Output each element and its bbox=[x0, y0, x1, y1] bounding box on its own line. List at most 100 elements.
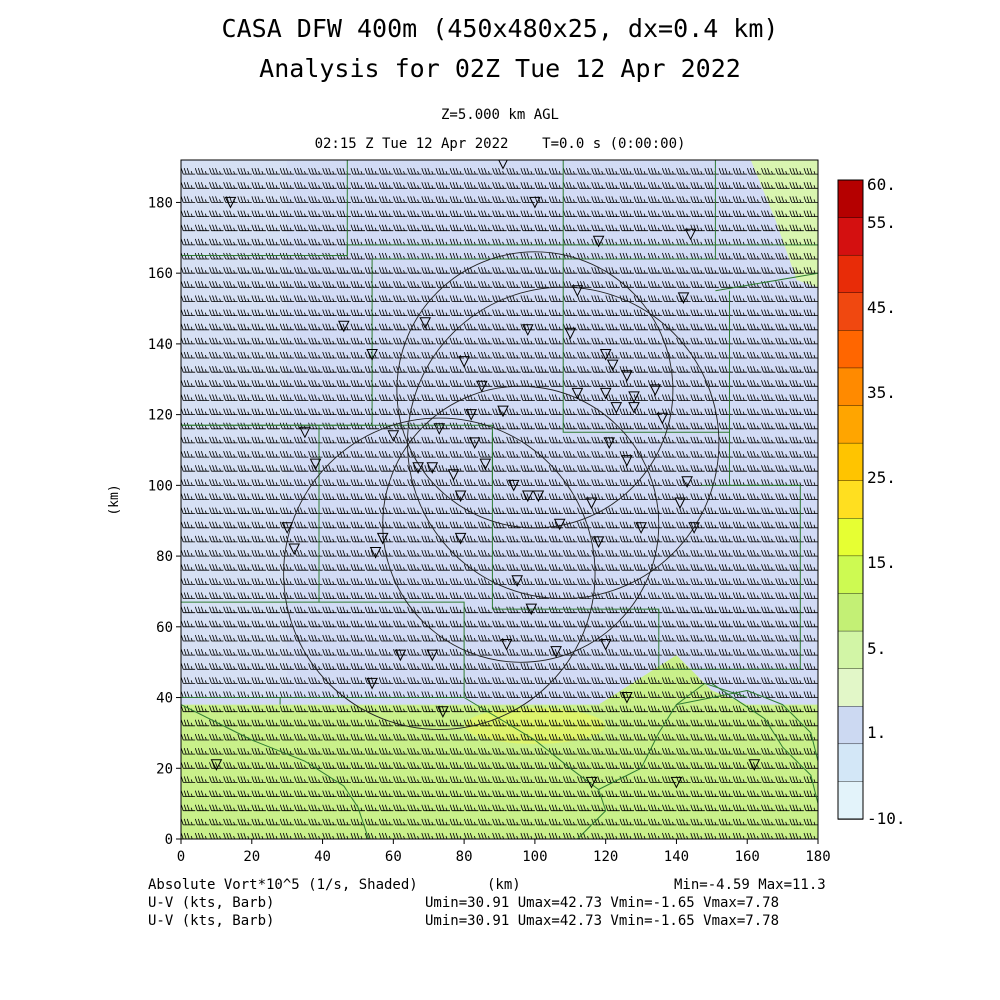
county-boundary-7 bbox=[181, 424, 320, 603]
station-marker-57 bbox=[599, 639, 612, 651]
station-marker-0 bbox=[224, 196, 237, 209]
level-label: Z=5.000 km AGL bbox=[440, 107, 559, 123]
range-ring-1 bbox=[382, 385, 660, 663]
colorbar-label-0: 60. bbox=[867, 175, 896, 194]
station-marker-19 bbox=[628, 391, 640, 404]
station-marker-2 bbox=[529, 196, 541, 209]
county-boundary-17 bbox=[463, 697, 607, 839]
station-marker-63 bbox=[670, 776, 683, 789]
y-tick-label-9: 180 bbox=[148, 195, 173, 211]
barb-stats-1: Umin=30.91 Umax=42.73 Vmin=-1.65 Vmax=7.… bbox=[425, 895, 780, 911]
station-marker-14 bbox=[571, 285, 584, 297]
station-marker-66 bbox=[585, 776, 598, 789]
colorbar-label-1: 55. bbox=[867, 213, 896, 232]
station-marker-44 bbox=[468, 437, 481, 450]
station-marker-31 bbox=[635, 522, 647, 534]
colorbar-swatch-6 bbox=[837, 405, 864, 444]
plot-axes: 0 20 40 60 80 100 120 140 160 180 0 20 40 60 80 100 120 1… bbox=[107, 159, 831, 865]
county-boundary-19 bbox=[711, 682, 818, 804]
y-tick-label-4: 80 bbox=[156, 549, 173, 565]
barb-stats-2: Umin=30.91 Umax=42.73 Vmin=-1.65 Vmax=7.… bbox=[425, 913, 780, 929]
field-ne-corner bbox=[750, 160, 818, 288]
station-marker-39 bbox=[447, 469, 460, 481]
station-marker-45 bbox=[479, 458, 492, 471]
x-tick-label-0: 0 bbox=[177, 849, 185, 865]
y-tick-label-1: 20 bbox=[156, 761, 173, 777]
station-marker-46 bbox=[299, 426, 311, 439]
station-marker-17 bbox=[606, 359, 619, 372]
station-marker-24 bbox=[656, 412, 669, 425]
colorbar-swatch-5 bbox=[837, 367, 864, 407]
county-boundary-13 bbox=[492, 608, 801, 670]
colorbar-swatch-4 bbox=[837, 330, 864, 369]
station-marker-23 bbox=[628, 402, 640, 414]
station-marker-8 bbox=[458, 356, 470, 368]
colorbar-swatch-2 bbox=[837, 254, 864, 294]
station-marker-54 bbox=[525, 603, 538, 616]
x-tick-label-7: 140 bbox=[664, 849, 689, 865]
colorbar-label-7: 1. bbox=[867, 723, 886, 742]
colorbar-label-5: 15. bbox=[867, 553, 896, 572]
station-marker-4 bbox=[684, 228, 697, 241]
station-marker-56 bbox=[550, 646, 562, 658]
colorbar-label-4: 25. bbox=[867, 468, 896, 487]
station-marker-49 bbox=[288, 543, 301, 556]
colorbar-swatch-14 bbox=[837, 706, 864, 745]
station-marker-37 bbox=[521, 490, 534, 503]
x-tick-label-9: 180 bbox=[805, 849, 830, 865]
field-label: Absolute Vort*10^5 (1/s, Shaded) bbox=[148, 877, 418, 893]
wind-barbs bbox=[181, 160, 818, 839]
colorbar-swatch-13 bbox=[837, 668, 864, 707]
x-unit-label: (km) bbox=[487, 877, 521, 893]
station-marker-52 bbox=[454, 532, 467, 545]
time-label: 02:15 Z Tue 12 Apr 2022 T=0.0 s (0:00:00… bbox=[314, 136, 686, 152]
station-marker-64 bbox=[748, 759, 761, 771]
plot-frame bbox=[180, 159, 819, 840]
station-marker-6 bbox=[366, 349, 378, 361]
station-marker-59 bbox=[426, 649, 439, 662]
station-marker-34 bbox=[553, 518, 566, 531]
station-marker-18 bbox=[621, 370, 633, 382]
station-marker-51 bbox=[376, 532, 389, 545]
station-marker-11 bbox=[497, 405, 509, 418]
radar-range-rings bbox=[283, 251, 720, 730]
colorbar-label-3: 35. bbox=[867, 383, 896, 402]
x-tick-label-3: 60 bbox=[385, 849, 402, 865]
colorbar-swatch-1 bbox=[837, 217, 864, 256]
colorbar-frame bbox=[837, 179, 864, 820]
colorbar-swatch-3 bbox=[837, 292, 864, 332]
station-marker-60 bbox=[366, 677, 378, 690]
station-marker-47 bbox=[309, 458, 322, 471]
colorbar-swatch-16 bbox=[837, 781, 864, 820]
station-marker-53 bbox=[511, 575, 524, 587]
station-marker-38 bbox=[454, 490, 467, 503]
county-boundary-16 bbox=[251, 697, 281, 705]
station-marker-5 bbox=[337, 320, 350, 333]
station-marker-15 bbox=[571, 387, 584, 400]
station-marker-61 bbox=[437, 706, 449, 718]
station-marker-43 bbox=[433, 423, 446, 435]
chart-subtitle: Analysis for 02Z Tue 12 Apr 2022 bbox=[259, 54, 741, 83]
station-marker-16 bbox=[599, 349, 612, 361]
colorbar-swatch-12 bbox=[837, 630, 864, 670]
colorbar-label-2: 45. bbox=[867, 298, 896, 317]
minmax-label: Min=-4.59 Max=11.3 bbox=[674, 877, 826, 893]
x-tick-label-5: 100 bbox=[522, 849, 547, 865]
station-marker-21 bbox=[599, 387, 612, 400]
station-marker-32 bbox=[585, 497, 598, 510]
station-marker-35 bbox=[532, 490, 545, 503]
station-marker-27 bbox=[677, 292, 690, 305]
range-ring-0 bbox=[396, 251, 674, 529]
colorbar-swatch-9 bbox=[837, 518, 864, 557]
y-tick-label-0: 0 bbox=[165, 832, 173, 848]
x-tick-label-4: 80 bbox=[456, 849, 473, 865]
station-marker-26 bbox=[621, 455, 633, 467]
y-tick-label-7: 140 bbox=[148, 337, 173, 353]
station-marker-12 bbox=[521, 324, 534, 336]
barb-label-2: U-V (kts, Barb) bbox=[148, 913, 275, 929]
station-marker-48 bbox=[281, 522, 294, 534]
colorbar-label-8: -10. bbox=[867, 809, 906, 828]
station-marker-13 bbox=[564, 327, 577, 340]
county-boundaries bbox=[181, 160, 818, 839]
